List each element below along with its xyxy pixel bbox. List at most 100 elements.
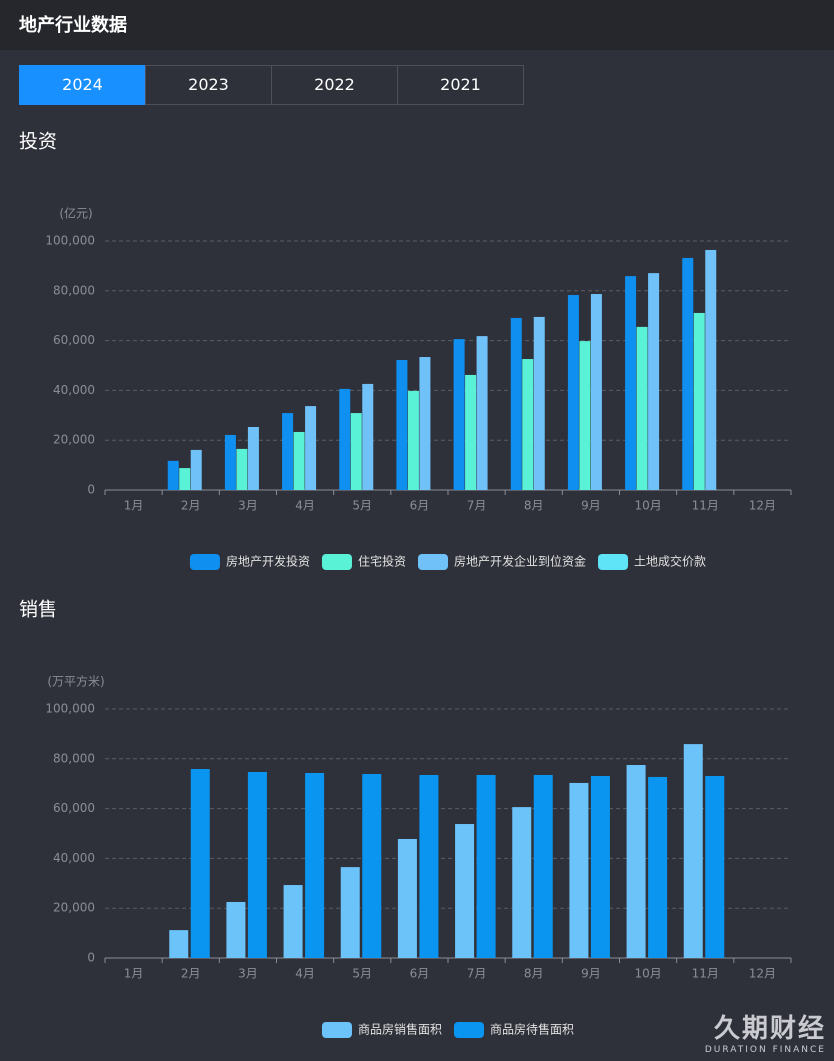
bar — [626, 765, 646, 958]
y-tick-label: 40,000 — [53, 383, 95, 397]
x-tick-label: 10月 — [634, 499, 661, 513]
tab[interactable]: 2023 — [145, 65, 272, 105]
bar — [407, 390, 419, 490]
bar — [648, 776, 668, 958]
bar — [350, 413, 362, 490]
bar — [465, 374, 477, 490]
bar — [362, 773, 382, 958]
x-tick-label: 2月 — [181, 499, 201, 513]
bar — [305, 772, 325, 958]
bar — [682, 257, 694, 490]
x-tick-label: 11月 — [692, 499, 719, 513]
bar — [340, 867, 360, 958]
tab[interactable]: 2022 — [271, 65, 398, 105]
x-tick-label: 1月 — [124, 967, 144, 981]
legend-swatch — [454, 1022, 484, 1038]
x-tick-label: 5月 — [352, 967, 372, 981]
y-tick-label: 80,000 — [53, 283, 95, 297]
x-tick-label: 6月 — [410, 499, 430, 513]
legend-label: 住宅投资 — [358, 554, 406, 569]
bar — [282, 413, 294, 490]
bar — [247, 771, 267, 958]
y-tick-label: 20,000 — [53, 433, 95, 447]
legend-label: 土地成交价款 — [634, 554, 706, 569]
x-tick-label: 12月 — [749, 499, 776, 513]
legend-swatch — [418, 554, 448, 570]
legend-label: 房地产开发企业到位资金 — [454, 554, 586, 569]
bar — [693, 312, 705, 490]
bar — [419, 774, 439, 958]
bar — [705, 775, 725, 958]
bar — [512, 807, 532, 958]
y-tick-label: 80,000 — [53, 751, 95, 765]
bar — [167, 460, 179, 490]
bar — [362, 383, 374, 490]
bar — [625, 276, 637, 490]
bar — [305, 406, 317, 490]
tab[interactable]: 2024 — [19, 65, 146, 105]
y-tick-label: 40,000 — [53, 851, 95, 865]
bar — [590, 775, 610, 958]
bar — [283, 885, 303, 958]
y-tick-label: 20,000 — [53, 901, 95, 915]
bar — [705, 249, 717, 490]
bar — [636, 326, 648, 490]
x-tick-label: 8月 — [524, 967, 544, 981]
section-title: 投资 — [19, 131, 57, 153]
bar — [339, 388, 351, 490]
bar — [476, 336, 488, 490]
watermark-subtitle: DURATION FINANCE — [704, 1045, 826, 1055]
bar — [169, 930, 189, 958]
bar — [397, 838, 417, 958]
y-tick-label: 0 — [87, 483, 95, 497]
bar — [590, 294, 602, 490]
y-tick-label: 100,000 — [45, 702, 95, 716]
x-tick-label: 7月 — [467, 967, 487, 981]
legend-label: 房地产开发投资 — [226, 554, 310, 569]
x-tick-label: 9月 — [581, 499, 601, 513]
bar — [236, 448, 248, 490]
bar — [476, 774, 496, 958]
x-tick-label: 4月 — [295, 499, 315, 513]
x-tick-label: 7月 — [467, 499, 487, 513]
bar — [455, 824, 475, 958]
y-axis-label: (亿元) — [59, 206, 92, 221]
bar — [190, 769, 210, 958]
section-title: 销售 — [19, 599, 57, 621]
bar — [247, 427, 259, 490]
y-tick-label: 100,000 — [45, 234, 95, 248]
bar — [396, 360, 408, 490]
legend-swatch — [321, 554, 352, 570]
x-tick-label: 12月 — [749, 967, 776, 981]
bar — [533, 316, 545, 490]
bar — [569, 782, 589, 958]
bar — [419, 357, 431, 490]
x-tick-label: 3月 — [238, 499, 258, 513]
x-tick-label: 5月 — [352, 499, 372, 513]
x-tick-label: 1月 — [124, 499, 144, 513]
x-tick-label: 4月 — [295, 967, 315, 981]
chart: 投资 (亿元) 0 20,000 40,000 60,000 80,000 100,000 1月… — [19, 131, 792, 570]
tab[interactable]: 2021 — [397, 65, 524, 105]
x-tick-label: 2月 — [181, 967, 201, 981]
y-axis-label: (万平方米) — [47, 674, 104, 689]
bar — [190, 449, 202, 490]
bar — [179, 468, 191, 490]
bar — [533, 774, 553, 958]
x-tick-label: 3月 — [238, 967, 258, 981]
chart: 销售 (万平方米) 0 20,000 40,000 60,000 80,000 100,000… — [19, 599, 792, 1038]
y-tick-label: 60,000 — [53, 801, 95, 815]
bar — [453, 339, 465, 490]
header-title: 地产行业数据 — [19, 15, 127, 36]
header: 地产行业数据 — [0, 0, 834, 50]
bar — [522, 359, 534, 490]
y-tick-label: 0 — [87, 951, 95, 965]
x-tick-label: 11月 — [692, 967, 719, 981]
legend-swatch — [598, 554, 629, 570]
legend-swatch — [321, 1022, 352, 1038]
watermark-name: 久期财经 — [713, 1014, 826, 1044]
x-tick-label: 9月 — [581, 967, 601, 981]
bar — [567, 295, 579, 490]
watermark: 久期财经 DURATION FINANCE — [705, 1008, 826, 1055]
